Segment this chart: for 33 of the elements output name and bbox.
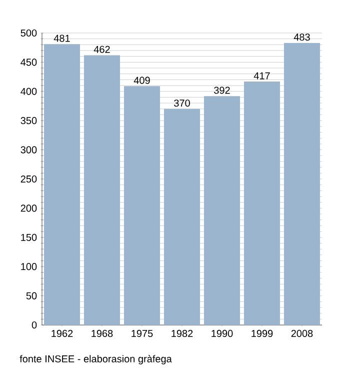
y-tick-label: 350 <box>20 117 37 124</box>
data-label: 483 <box>294 34 310 41</box>
y-tick-label: 200 <box>20 204 37 212</box>
data-label: 409 <box>134 76 150 84</box>
y-tick-label: 0 <box>32 321 37 329</box>
data-label: 417 <box>254 72 270 80</box>
bar <box>284 42 320 325</box>
y-tick-label: 150 <box>21 234 37 241</box>
bar <box>124 86 160 325</box>
data-label: 370 <box>174 100 190 107</box>
data-label: 392 <box>214 86 230 94</box>
x-tick-label: 1968 <box>92 330 113 338</box>
y-tick-label: 300 <box>20 146 37 154</box>
x-tick-label: 2008 <box>291 330 313 338</box>
source-note: fonte INSEE - elaborasion gràfega <box>20 354 172 364</box>
data-label: 462 <box>94 46 110 53</box>
bar <box>44 44 80 325</box>
bar <box>84 55 120 325</box>
x-tick-label: 1990 <box>212 330 233 338</box>
y-tick-label: 500 <box>20 29 37 37</box>
x-tick-label: 1982 <box>172 330 193 338</box>
y-tick-label: 50 <box>26 292 37 300</box>
bar <box>204 96 240 325</box>
data-label: 481 <box>54 34 70 42</box>
x-tick-label: 1975 <box>132 330 153 338</box>
y-tick-label: 100 <box>21 263 37 270</box>
bar <box>244 81 280 325</box>
y-tick-label: 450 <box>20 58 37 66</box>
bar <box>164 108 200 325</box>
x-tick-label: 1999 <box>252 330 273 338</box>
y-tick-label: 250 <box>20 175 37 183</box>
y-tick-label: 400 <box>20 88 37 95</box>
x-tick-label: 1962 <box>52 330 73 338</box>
